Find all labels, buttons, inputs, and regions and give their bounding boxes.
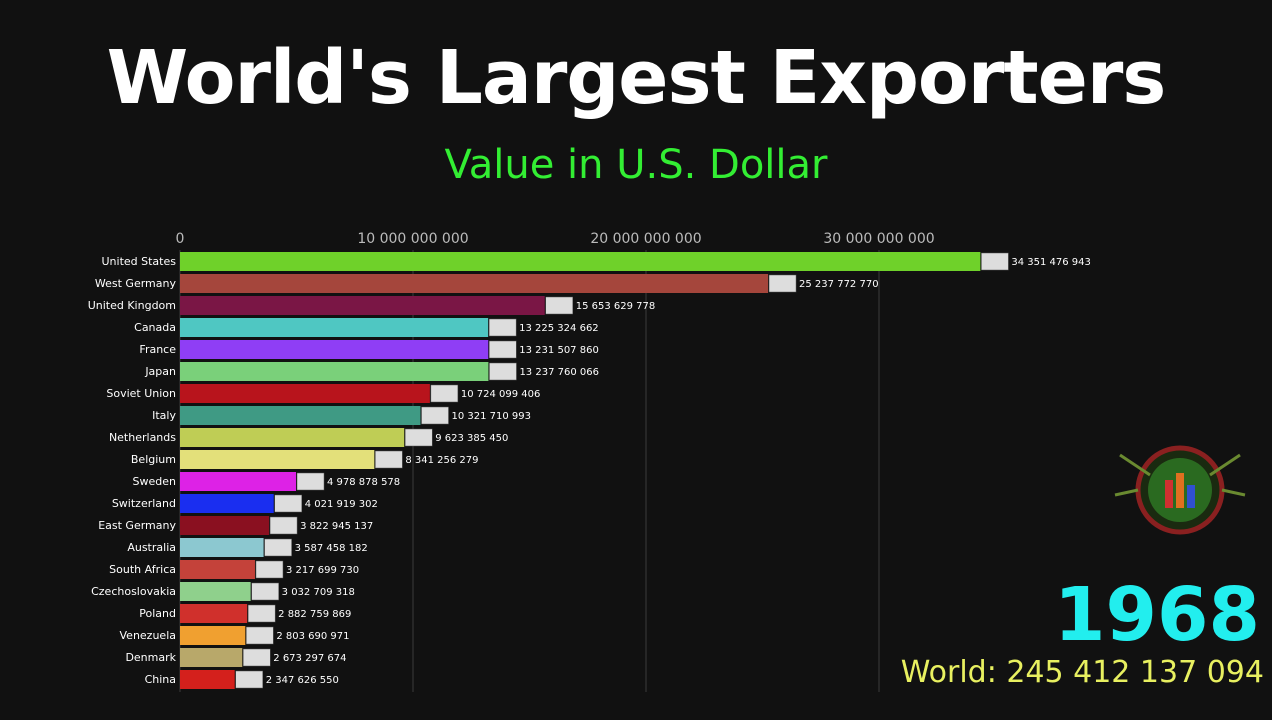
bar bbox=[180, 582, 251, 601]
flag-icon bbox=[264, 538, 292, 557]
bar bbox=[180, 384, 430, 403]
bar bbox=[180, 560, 255, 579]
value-label: 10 321 710 993 bbox=[451, 411, 531, 422]
flag-icon bbox=[488, 318, 517, 337]
flag-icon bbox=[246, 626, 274, 645]
bar bbox=[180, 362, 489, 381]
bar bbox=[180, 406, 421, 425]
flag-icon bbox=[251, 582, 279, 601]
value-label: 8 341 256 279 bbox=[405, 455, 478, 466]
flag-icon bbox=[296, 472, 325, 491]
category-label: United Kingdom bbox=[88, 299, 176, 312]
x-tick-label: 0 bbox=[176, 231, 185, 247]
value-label: 25 237 772 770 bbox=[799, 279, 879, 290]
bar bbox=[180, 472, 297, 491]
chart-title: World's Largest Exporters bbox=[106, 35, 1167, 121]
flag-icon bbox=[255, 560, 284, 579]
bar bbox=[180, 604, 248, 623]
flag-icon bbox=[274, 494, 302, 513]
value-label: 2 347 626 550 bbox=[266, 675, 339, 686]
flag-icon bbox=[545, 296, 573, 315]
flag-icon bbox=[768, 274, 797, 293]
value-label: 34 351 476 943 bbox=[1011, 257, 1091, 268]
bar bbox=[180, 318, 489, 337]
value-label: 3 822 945 137 bbox=[300, 521, 373, 532]
category-label: South Africa bbox=[109, 563, 176, 576]
flag-icon bbox=[404, 428, 433, 447]
flag-icon bbox=[421, 406, 449, 425]
category-label: Venezuela bbox=[120, 629, 177, 642]
bar bbox=[180, 252, 981, 271]
value-label: 9 623 385 450 bbox=[435, 433, 508, 444]
category-label: Czechoslovakia bbox=[91, 585, 176, 598]
category-label: Japan bbox=[144, 365, 176, 378]
year-label: 1968 bbox=[1054, 572, 1260, 658]
value-label: 2 803 690 971 bbox=[276, 631, 349, 642]
value-label: 2 673 297 674 bbox=[273, 653, 346, 664]
flag-icon bbox=[489, 362, 517, 381]
bar bbox=[180, 428, 405, 447]
x-tick-label: 10 000 000 000 bbox=[357, 231, 468, 247]
value-label: 13 231 507 860 bbox=[519, 345, 599, 356]
category-label: Switzerland bbox=[112, 497, 176, 510]
category-label: Soviet Union bbox=[106, 387, 176, 400]
category-label: France bbox=[139, 343, 176, 356]
value-label: 3 587 458 182 bbox=[295, 543, 368, 554]
flag-icon bbox=[489, 340, 517, 359]
value-label: 13 225 324 662 bbox=[519, 323, 599, 334]
x-tick-label: 30 000 000 000 bbox=[823, 231, 934, 247]
flag-icon bbox=[430, 384, 459, 403]
bar bbox=[180, 516, 270, 535]
bar bbox=[180, 274, 769, 293]
bar bbox=[180, 296, 545, 315]
flag-icon bbox=[375, 450, 403, 469]
flag-icon bbox=[269, 516, 298, 535]
category-label: Sweden bbox=[133, 475, 176, 488]
value-label: 3 217 699 730 bbox=[286, 565, 359, 576]
value-label: 4 978 878 578 bbox=[327, 477, 400, 488]
flag-icon bbox=[981, 252, 1009, 271]
bar bbox=[180, 450, 375, 469]
category-label: United States bbox=[102, 255, 177, 268]
channel-logo bbox=[1114, 445, 1246, 535]
bar bbox=[180, 626, 246, 645]
value-label: 3 032 709 318 bbox=[282, 587, 355, 598]
category-label: China bbox=[145, 673, 176, 686]
category-label: Denmark bbox=[125, 651, 176, 664]
bar bbox=[180, 494, 274, 513]
value-label: 15 653 629 778 bbox=[576, 301, 656, 312]
category-label: East Germany bbox=[98, 519, 176, 532]
chart-subtitle: Value in U.S. Dollar bbox=[444, 142, 828, 188]
logo-icon bbox=[1114, 445, 1246, 535]
bar bbox=[180, 538, 264, 557]
bar bbox=[180, 648, 243, 667]
flag-icon bbox=[243, 648, 271, 667]
flag-icon bbox=[247, 604, 276, 623]
value-label: 2 882 759 869 bbox=[278, 609, 351, 620]
world-total: World: 245 412 137 094 bbox=[900, 655, 1264, 690]
category-label: West Germany bbox=[95, 277, 177, 290]
category-label: Australia bbox=[127, 541, 176, 554]
value-label: 13 237 760 066 bbox=[519, 367, 599, 378]
x-tick-label: 20 000 000 000 bbox=[590, 231, 701, 247]
category-label: Netherlands bbox=[109, 431, 176, 444]
category-label: Italy bbox=[152, 409, 176, 422]
category-label: Belgium bbox=[131, 453, 176, 466]
category-label: Poland bbox=[139, 607, 176, 620]
category-label: Canada bbox=[134, 321, 176, 334]
value-label: 10 724 099 406 bbox=[461, 389, 541, 400]
flag-icon bbox=[235, 670, 263, 689]
bar bbox=[180, 340, 489, 359]
bar bbox=[180, 670, 235, 689]
value-label: 4 021 919 302 bbox=[305, 499, 378, 510]
